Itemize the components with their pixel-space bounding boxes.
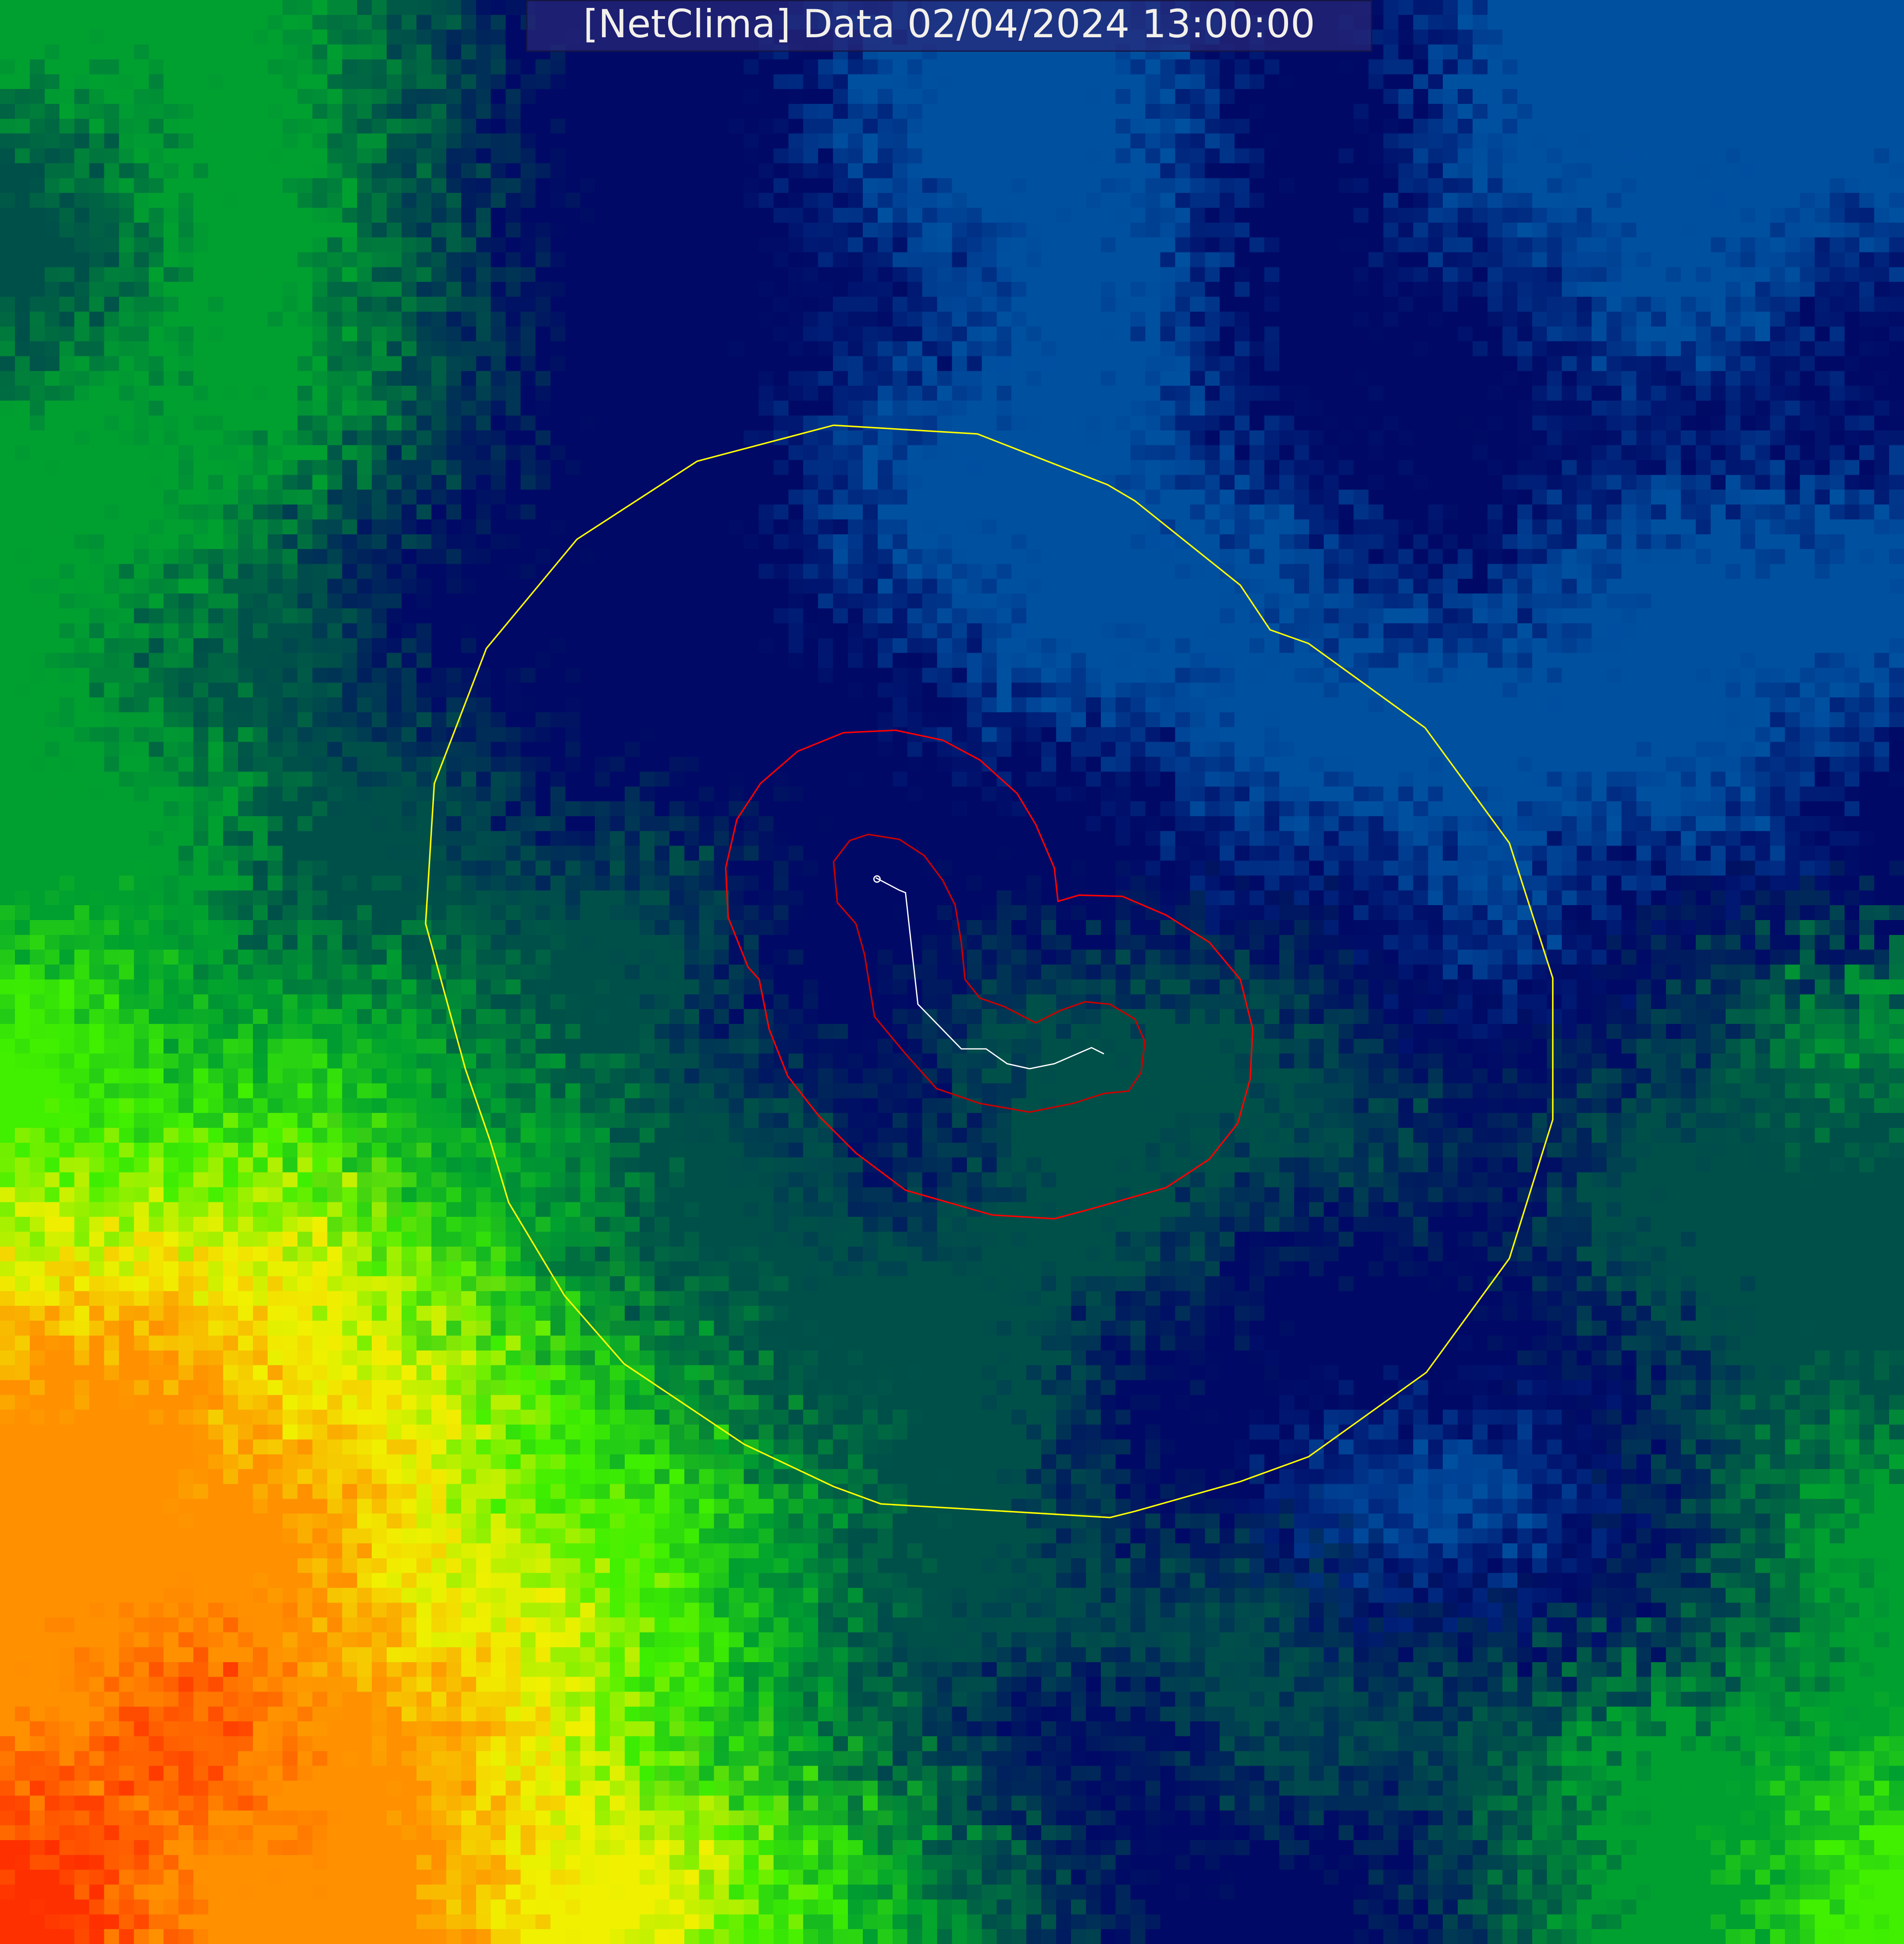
outer-red-contour	[725, 729, 1254, 1220]
inner-red-contour	[833, 833, 1146, 1113]
map-title: [NetClima] Data 02/04/2024 13:00:00	[526, 0, 1372, 52]
outer-yellow-contour	[425, 424, 1554, 1518]
storm-track	[875, 877, 1104, 1070]
track-start-marker	[873, 875, 881, 883]
